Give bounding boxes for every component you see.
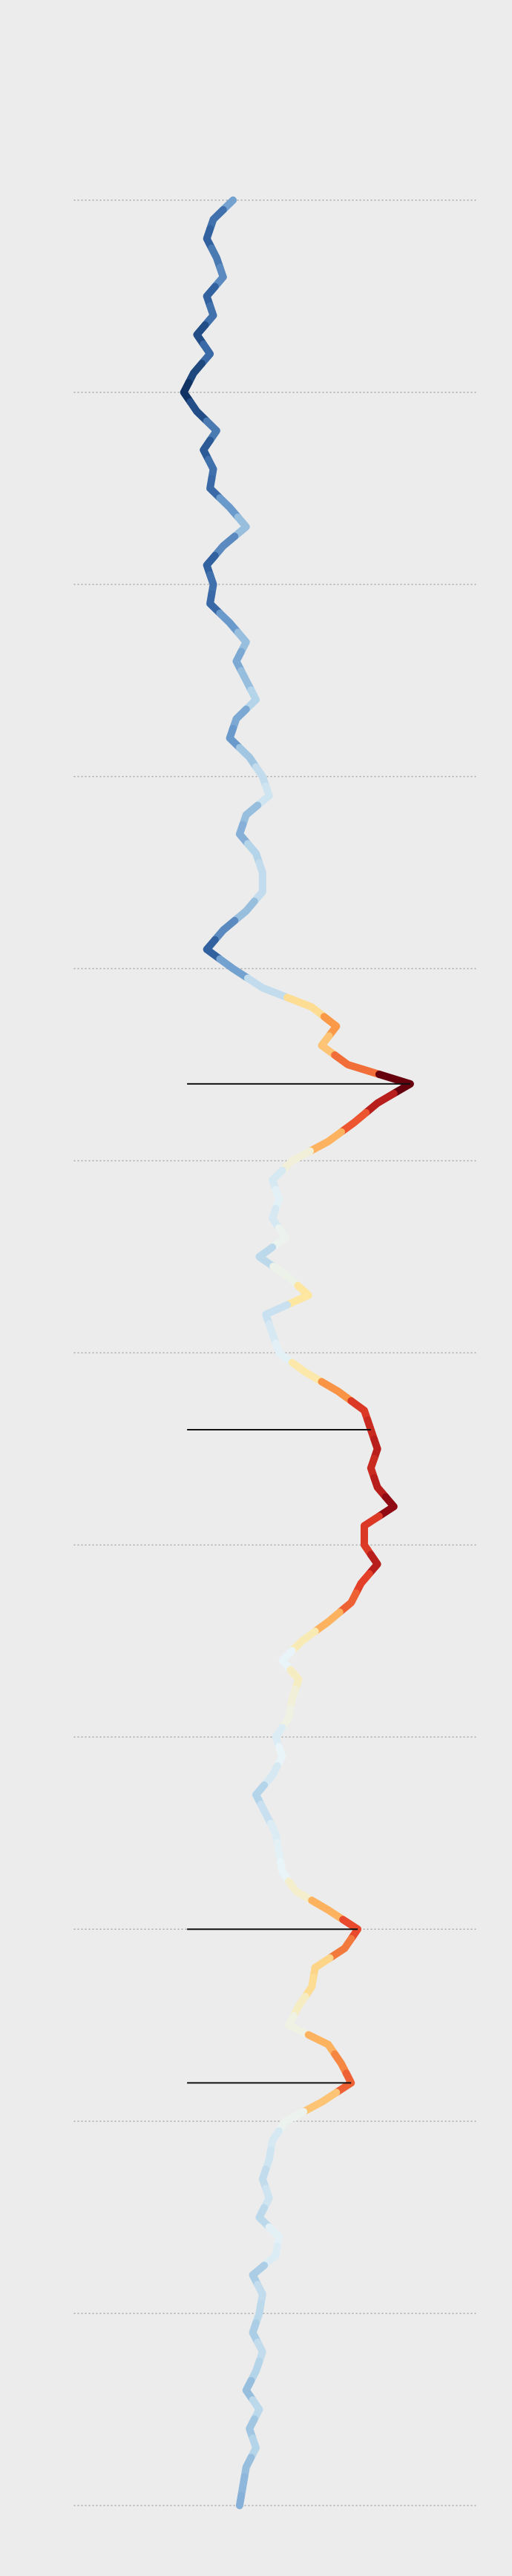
line-segment bbox=[335, 1589, 360, 1616]
line-segment bbox=[331, 1051, 383, 1078]
line-segment bbox=[198, 341, 214, 367]
line-segment bbox=[269, 1224, 289, 1251]
line-segment bbox=[360, 1531, 375, 1559]
line-segment bbox=[285, 1877, 316, 1905]
line-segment bbox=[260, 1762, 281, 1790]
line-segment bbox=[206, 590, 224, 617]
line-segment bbox=[375, 1070, 414, 1097]
line-segment bbox=[242, 686, 260, 713]
line-segment bbox=[370, 1473, 390, 1501]
line-segment bbox=[231, 513, 250, 540]
line-segment bbox=[255, 2204, 273, 2231]
line-segment bbox=[306, 1128, 345, 1155]
line-segment bbox=[320, 1013, 341, 1040]
line-segment bbox=[326, 1935, 355, 1962]
line-segment bbox=[300, 2089, 341, 2116]
line-segment bbox=[231, 897, 258, 924]
line-segment bbox=[186, 398, 211, 425]
line-segment bbox=[269, 1205, 283, 1232]
line-segment bbox=[255, 1243, 278, 1270]
line-segment bbox=[216, 955, 252, 982]
line-segment bbox=[211, 263, 227, 291]
line-segment bbox=[288, 1627, 319, 1655]
line-segment bbox=[304, 2031, 339, 2058]
line-segment bbox=[288, 1358, 326, 1386]
line-segment bbox=[243, 974, 292, 1002]
line-segment bbox=[272, 1339, 296, 1367]
line-segment bbox=[347, 1397, 372, 1425]
line-segment bbox=[362, 1089, 398, 1117]
line-segment bbox=[311, 1608, 344, 1635]
line-segment bbox=[318, 1032, 339, 1059]
line-segment bbox=[285, 2011, 312, 2039]
line-segment bbox=[338, 1108, 370, 1136]
line-segment bbox=[216, 494, 242, 522]
line-segment bbox=[283, 1281, 312, 1309]
line-segment bbox=[278, 1147, 314, 1174]
line-segment bbox=[203, 417, 220, 444]
line-segment bbox=[201, 302, 217, 329]
line-segment bbox=[180, 378, 194, 406]
line-segment bbox=[275, 2108, 308, 2135]
line-segment bbox=[278, 1646, 296, 1674]
line-segment bbox=[211, 532, 239, 559]
line-segment bbox=[254, 782, 273, 809]
line-segment bbox=[260, 2242, 281, 2270]
line-segment bbox=[318, 1378, 355, 1405]
line-segment bbox=[277, 1858, 293, 1885]
line-segment bbox=[365, 1551, 381, 1578]
line-segment bbox=[235, 821, 252, 848]
line-segment bbox=[242, 2376, 257, 2404]
line-segment bbox=[206, 475, 224, 502]
line-segment bbox=[309, 1954, 334, 1981]
line-segment bbox=[193, 321, 209, 349]
line-segment bbox=[235, 743, 260, 771]
line-segment bbox=[226, 724, 243, 752]
line-segment bbox=[269, 1262, 302, 1289]
line-segment bbox=[301, 1973, 318, 2000]
line-segment bbox=[375, 1493, 398, 1520]
line-segment bbox=[278, 1704, 295, 1732]
line-segment bbox=[203, 936, 224, 963]
line-segment bbox=[235, 2492, 246, 2510]
line-segment bbox=[283, 993, 328, 1021]
line-segment bbox=[308, 1896, 347, 1924]
line-segment bbox=[216, 609, 242, 637]
line-segment bbox=[250, 878, 266, 905]
line-segment bbox=[211, 916, 239, 944]
